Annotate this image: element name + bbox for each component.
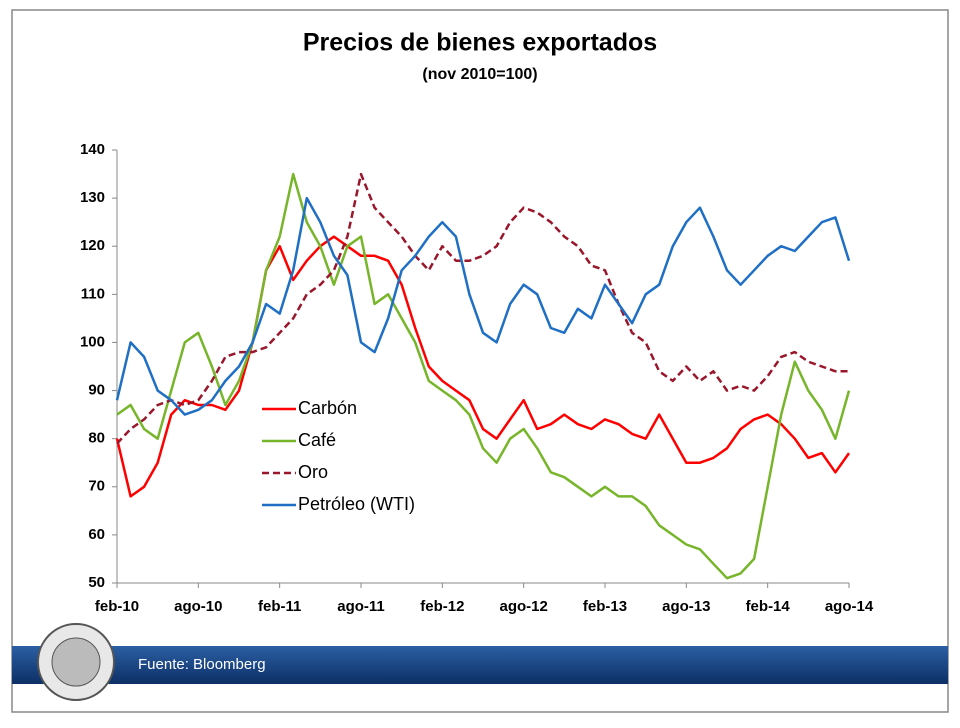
plot: 50 60 70 80 90 100 110 120 130 140 feb-10 ago-10 feb… xyxy=(80,141,874,615)
x-tick-label: feb-12 xyxy=(420,598,464,615)
y-tick-label: 80 xyxy=(88,430,105,447)
x-tick-label: feb-14 xyxy=(746,598,791,615)
y-tick-label: 120 xyxy=(80,237,105,254)
chart-subtitle: (nov 2010=100) xyxy=(422,66,537,83)
x-tick-label: ago-14 xyxy=(825,598,874,615)
legend-label: Oro xyxy=(298,462,328,482)
legend-label: Petróleo (WTI) xyxy=(298,494,415,514)
y-tick-label: 130 xyxy=(80,189,105,206)
y-tick-label: 140 xyxy=(80,141,105,158)
chart-title: Precios de bienes exportados xyxy=(303,29,657,57)
y-tick-label: 100 xyxy=(80,333,105,350)
y-tick-label: 110 xyxy=(81,285,105,302)
x-tick-label: ago-13 xyxy=(662,598,710,615)
series-line xyxy=(116,172,851,580)
slide-frame xyxy=(11,9,949,713)
legend-label: Carbón xyxy=(298,398,357,418)
y-tick-label: 50 xyxy=(88,574,105,591)
x-tick-label: ago-10 xyxy=(174,598,222,615)
logo-inner xyxy=(51,637,101,687)
y-tick-label: 70 xyxy=(88,478,105,495)
footer-bar xyxy=(12,646,948,684)
legend-label: Café xyxy=(298,430,336,450)
y-tick-label: 90 xyxy=(88,382,105,399)
series-line xyxy=(116,172,849,445)
x-tick-label: feb-10 xyxy=(95,598,139,615)
y-tick-label: 60 xyxy=(88,526,105,543)
source-text: Fuente: Bloomberg xyxy=(138,656,266,673)
x-tick-label: feb-11 xyxy=(258,598,301,615)
x-tick-label: feb-13 xyxy=(583,598,627,615)
x-tick-label: ago-11 xyxy=(337,598,385,615)
series-line xyxy=(115,196,851,416)
series-line xyxy=(115,235,851,498)
x-tick-label: ago-12 xyxy=(499,598,547,615)
